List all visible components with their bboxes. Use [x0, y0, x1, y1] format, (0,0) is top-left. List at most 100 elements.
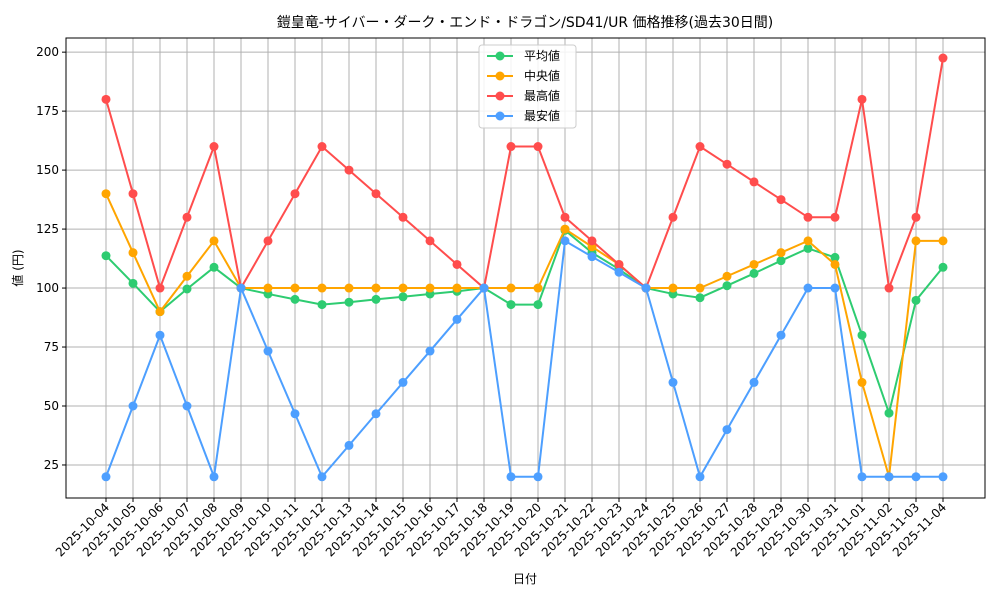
data-point: [344, 283, 354, 293]
data-point: [587, 252, 597, 262]
data-point: [533, 300, 543, 310]
data-point: [398, 292, 408, 302]
data-point: [344, 440, 354, 450]
data-point: [452, 283, 462, 293]
y-axis: 25 50 75 100 125 150 175 200: [36, 45, 66, 472]
data-point: [506, 472, 516, 482]
data-point: [884, 472, 894, 482]
data-point: [209, 236, 219, 246]
series-line: [105, 57, 944, 293]
data-point: [803, 283, 813, 293]
y-tick-label: 200: [36, 45, 59, 59]
data-point: [317, 142, 327, 152]
data-point: [749, 377, 759, 387]
data-point: [263, 283, 273, 293]
data-point: [911, 236, 921, 246]
data-point: [533, 142, 543, 152]
data-point: [911, 212, 921, 222]
data-point: [263, 236, 273, 246]
data-point: [749, 268, 759, 278]
data-point: [155, 283, 165, 293]
data-point: [182, 271, 192, 281]
data-point: [398, 212, 408, 222]
data-point: [911, 472, 921, 482]
data-point: [533, 472, 543, 482]
data-point: [749, 259, 759, 269]
plot-frame: [65, 37, 986, 499]
series-layer: [101, 53, 948, 482]
y-tick-label: 25: [44, 458, 59, 472]
data-point: [911, 295, 921, 305]
data-point: [398, 377, 408, 387]
legend-marker: [495, 91, 505, 101]
legend-label: 最安値: [524, 108, 560, 123]
data-point: [722, 425, 732, 435]
y-tick-label: 150: [36, 163, 59, 177]
legend-marker: [495, 111, 505, 121]
data-point: [587, 236, 597, 246]
y-axis-label: 値 (円): [10, 249, 25, 286]
y-tick-label: 100: [36, 281, 59, 295]
data-point: [884, 408, 894, 418]
legend-label: 中央値: [524, 68, 560, 83]
data-point: [722, 159, 732, 169]
data-point: [641, 283, 651, 293]
data-point: [668, 283, 678, 293]
data-point: [128, 278, 138, 288]
data-point: [182, 401, 192, 411]
data-point: [236, 283, 246, 293]
data-point: [425, 236, 435, 246]
data-point: [101, 251, 111, 261]
data-point: [317, 283, 327, 293]
data-point: [614, 267, 624, 277]
data-point: [668, 212, 678, 222]
data-point: [182, 212, 192, 222]
data-point: [560, 212, 570, 222]
data-point: [290, 294, 300, 304]
data-point: [101, 94, 111, 104]
data-point: [776, 330, 786, 340]
legend-item: 中央値: [487, 68, 560, 83]
data-point: [776, 256, 786, 266]
legend-item: 最高値: [487, 88, 560, 103]
data-point: [560, 236, 570, 246]
data-point: [938, 472, 948, 482]
data-point: [155, 330, 165, 340]
data-point: [938, 53, 948, 63]
data-point: [830, 252, 840, 262]
data-point: [938, 236, 948, 246]
data-point: [344, 297, 354, 307]
data-point: [155, 307, 165, 317]
legend-box: [478, 44, 577, 129]
data-point: [668, 377, 678, 387]
data-point: [695, 142, 705, 152]
data-point: [182, 284, 192, 294]
data-point: [128, 189, 138, 199]
data-point: [533, 283, 543, 293]
data-point: [128, 248, 138, 258]
data-point: [209, 262, 219, 272]
data-point: [776, 248, 786, 258]
data-point: [425, 346, 435, 356]
data-point: [452, 314, 462, 324]
data-point: [695, 472, 705, 482]
chart-title: 鎧皇竜-サイバー・ダーク・エンド・ドラゴン/SD41/UR 価格推移(過去30日…: [277, 14, 774, 31]
data-point: [479, 283, 489, 293]
data-point: [722, 281, 732, 291]
y-tick-label: 50: [44, 399, 59, 413]
data-point: [803, 236, 813, 246]
data-point: [290, 409, 300, 419]
data-point: [209, 142, 219, 152]
y-tick-label: 175: [36, 104, 59, 118]
data-point: [344, 165, 354, 175]
data-point: [830, 259, 840, 269]
data-point: [290, 189, 300, 199]
legend-label: 平均値: [524, 48, 560, 63]
data-point: [884, 283, 894, 293]
data-point: [695, 283, 705, 293]
data-point: [371, 283, 381, 293]
data-point: [857, 94, 867, 104]
data-point: [857, 377, 867, 387]
series-line: [105, 239, 943, 481]
